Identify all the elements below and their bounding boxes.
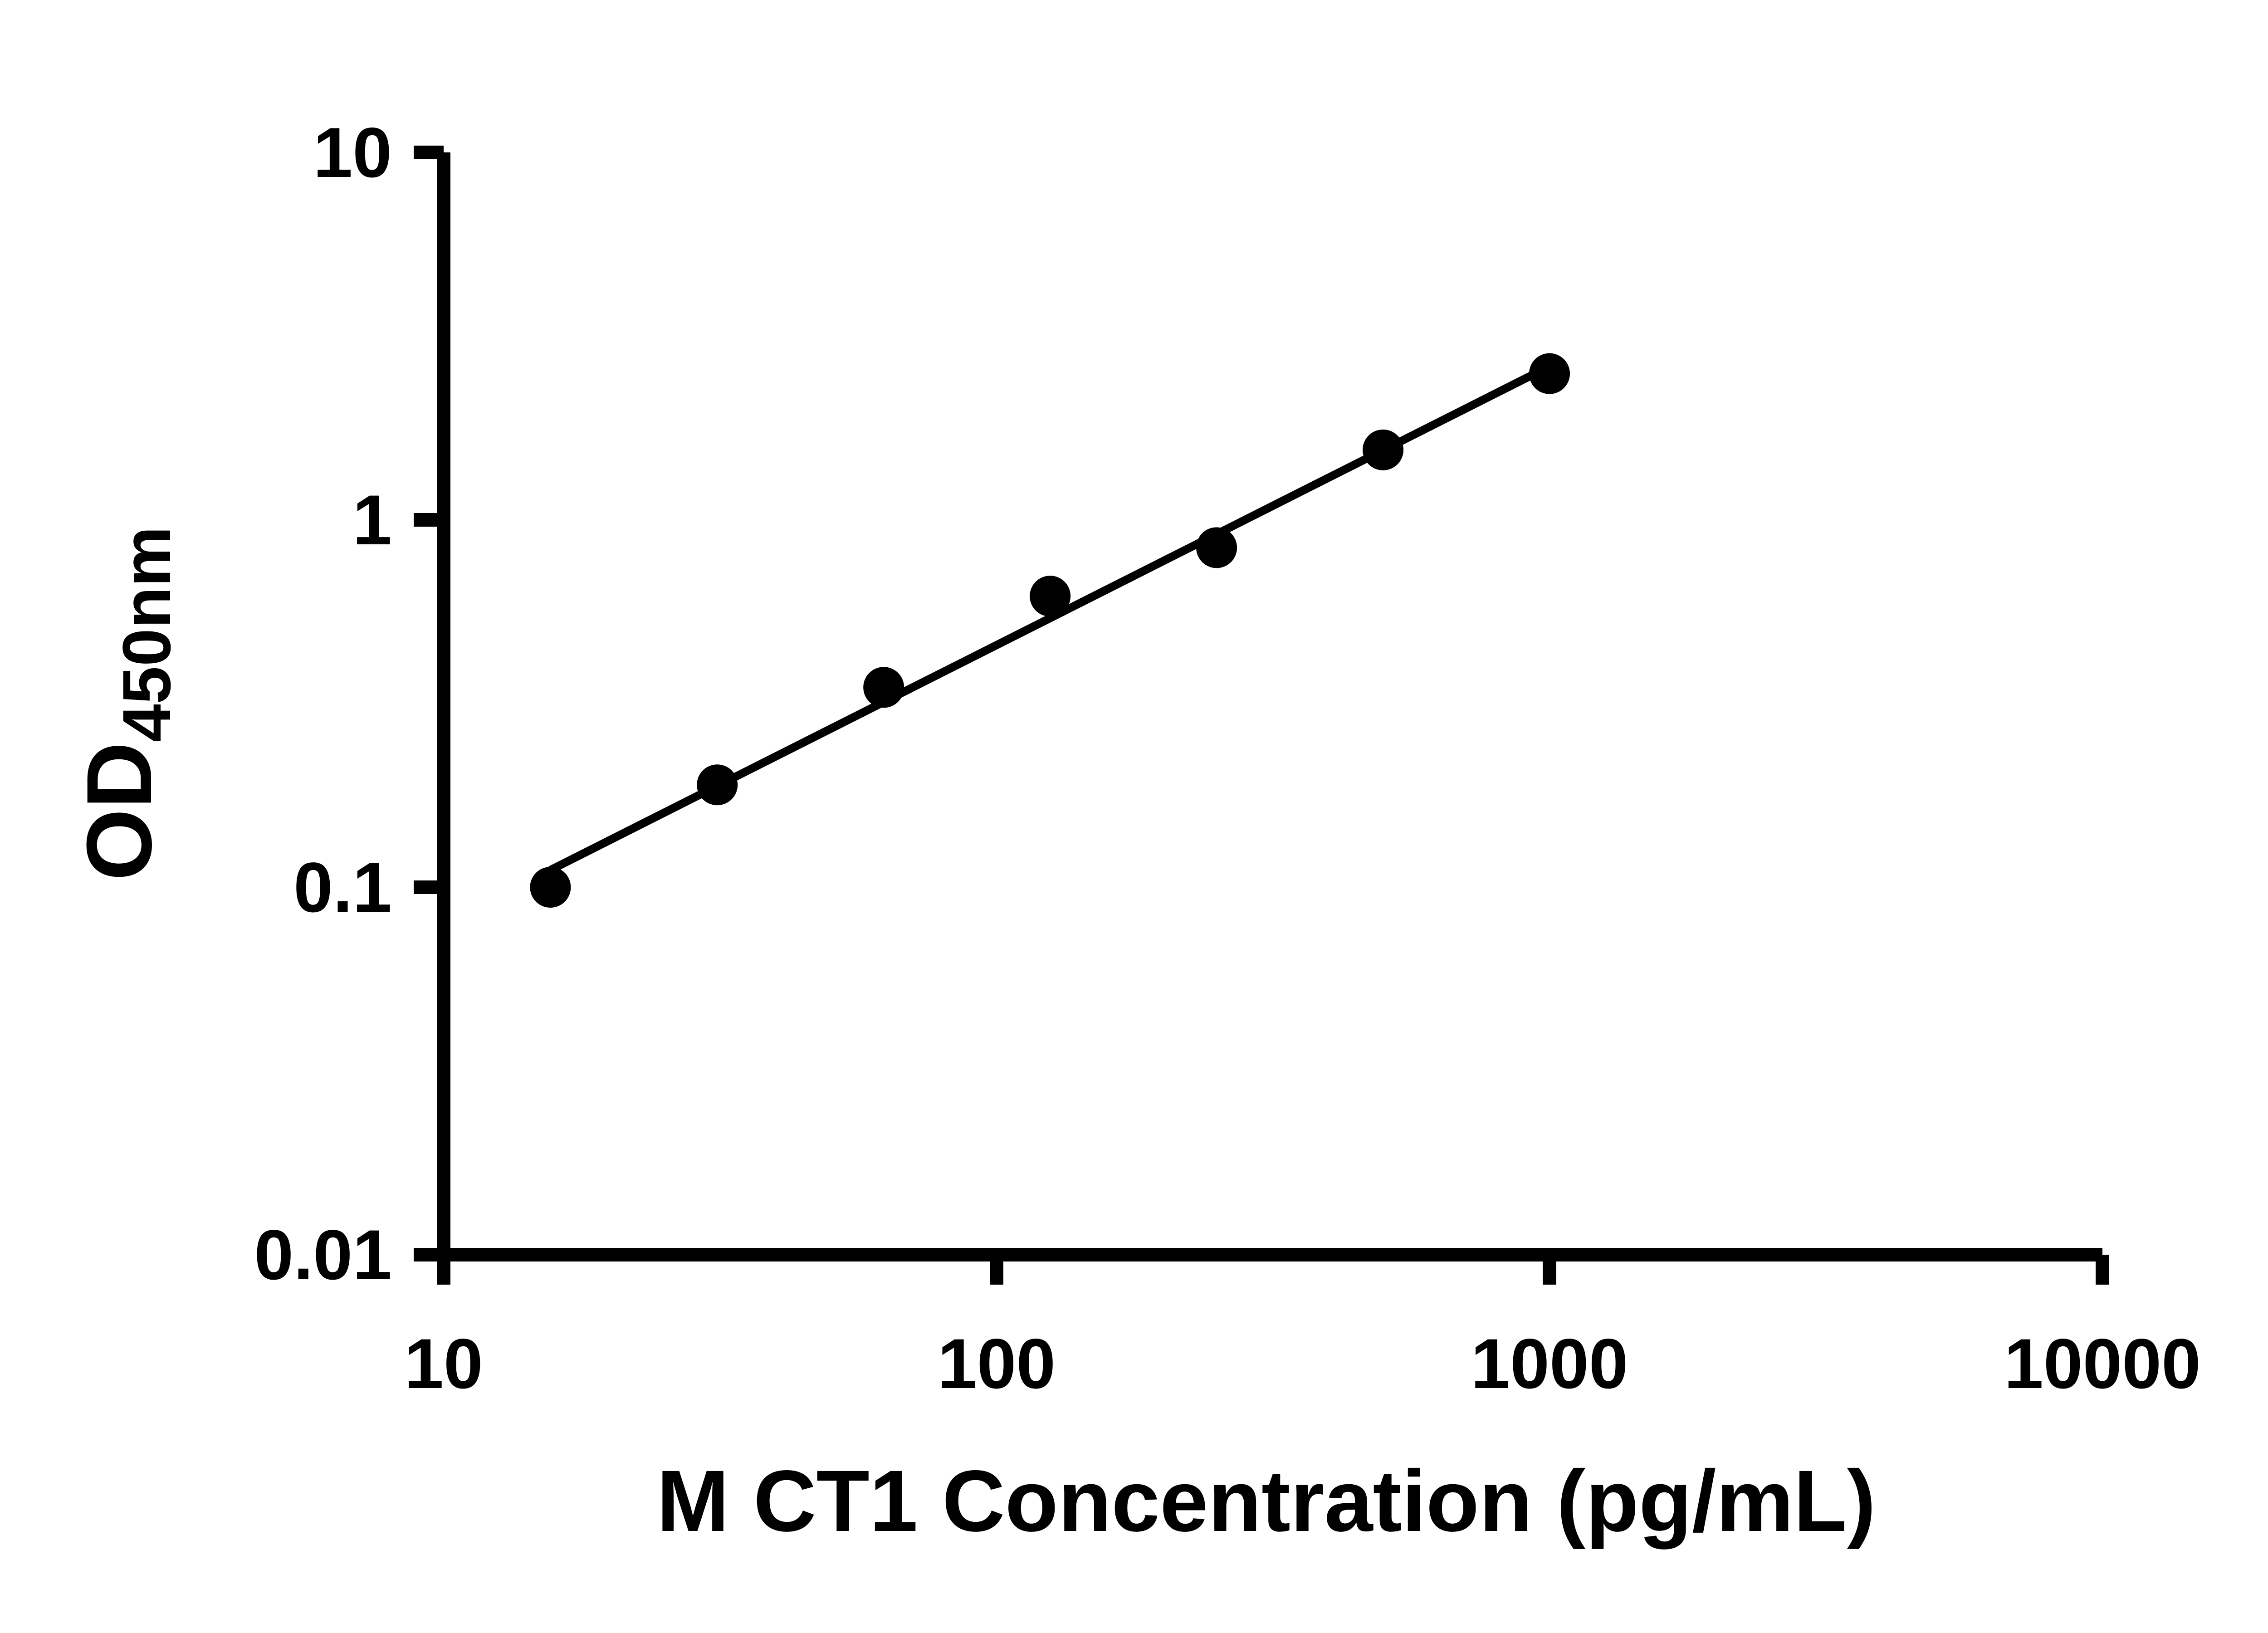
data-point bbox=[697, 764, 738, 806]
data-point bbox=[530, 867, 571, 908]
x-tick-label: 10 bbox=[404, 1325, 483, 1403]
data-point bbox=[1030, 576, 1071, 617]
y-axis-title-main: OD bbox=[68, 742, 171, 881]
data-point bbox=[1196, 527, 1237, 568]
y-axis-title-subscript: 450nm bbox=[108, 526, 185, 742]
y-tick-label: 0.1 bbox=[293, 848, 392, 927]
x-axis-title: M CT1 Concentration (pg/mL) bbox=[657, 1452, 1876, 1550]
x-tick-label: 100 bbox=[938, 1325, 1056, 1403]
x-tick-label: 1000 bbox=[1471, 1325, 1628, 1403]
x-tick-label: 10000 bbox=[2004, 1325, 2201, 1403]
y-tick-label: 10 bbox=[313, 113, 392, 192]
y-tick-label: 0.01 bbox=[254, 1216, 392, 1295]
data-point bbox=[863, 667, 904, 708]
axes-spine bbox=[437, 152, 2102, 1261]
data-point bbox=[1363, 429, 1404, 470]
data-point bbox=[1529, 353, 1570, 394]
y-axis-title: OD450nm bbox=[68, 526, 185, 880]
y-tick-label: 1 bbox=[352, 481, 392, 560]
